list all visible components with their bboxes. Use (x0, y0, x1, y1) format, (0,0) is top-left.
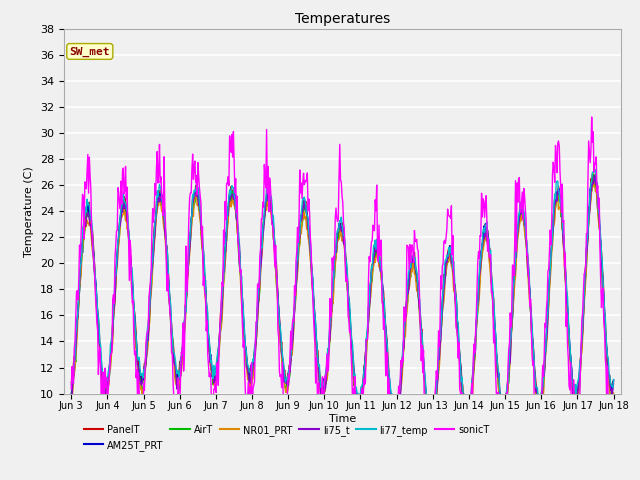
li77_temp (427, 420, 435, 425)
NR01_PRT (67, 400, 75, 406)
sonicT (188, 167, 196, 172)
Line: PanelT: PanelT (71, 174, 614, 425)
NR01_PRT (188, 218, 196, 224)
sonicT (610, 420, 618, 426)
li77_temp (77, 260, 85, 265)
li77_temp (408, 253, 416, 259)
li75_t (610, 378, 618, 384)
li77_temp (217, 322, 225, 327)
li75_t (424, 408, 432, 414)
Line: li75_t: li75_t (71, 175, 614, 431)
li75_t (188, 213, 196, 219)
li75_t (428, 428, 436, 434)
NR01_PRT (133, 354, 141, 360)
PanelT (427, 422, 435, 428)
AirT (589, 171, 597, 177)
li77_temp (424, 404, 432, 409)
li77_temp (188, 212, 196, 217)
AirT (217, 327, 225, 333)
NR01_PRT (429, 433, 436, 439)
AM25T_PRT (133, 348, 141, 354)
AirT (67, 393, 75, 398)
PanelT (188, 211, 196, 216)
Line: NR01_PRT: NR01_PRT (71, 181, 614, 436)
Y-axis label: Temperature (C): Temperature (C) (24, 166, 35, 257)
AirT (188, 214, 196, 219)
AM25T_PRT (424, 412, 432, 418)
sonicT (217, 312, 225, 318)
NR01_PRT (217, 328, 225, 334)
NR01_PRT (408, 269, 416, 275)
PanelT (133, 346, 141, 352)
AM25T_PRT (77, 266, 85, 272)
Line: sonicT: sonicT (71, 117, 614, 469)
PanelT (408, 253, 416, 259)
sonicT (425, 442, 433, 447)
sonicT (424, 467, 432, 472)
sonicT (67, 386, 75, 392)
PanelT (589, 171, 596, 177)
AM25T_PRT (610, 377, 618, 383)
AirT (408, 263, 416, 269)
li77_temp (67, 382, 75, 388)
X-axis label: Time: Time (329, 414, 356, 424)
AM25T_PRT (589, 176, 597, 181)
li77_temp (133, 345, 141, 350)
AirT (77, 263, 85, 269)
NR01_PRT (77, 273, 85, 279)
AM25T_PRT (408, 255, 416, 261)
li75_t (133, 350, 141, 356)
Line: AM25T_PRT: AM25T_PRT (71, 179, 614, 432)
PanelT (67, 380, 75, 385)
PanelT (217, 311, 225, 316)
AM25T_PRT (428, 429, 436, 434)
NR01_PRT (424, 414, 432, 420)
PanelT (77, 259, 85, 264)
AirT (424, 415, 432, 421)
AirT (427, 433, 435, 439)
sonicT (133, 367, 141, 372)
AirT (610, 391, 618, 397)
Legend: PanelT, AM25T_PRT, AirT, NR01_PRT, li75_t, li77_temp, sonicT: PanelT, AM25T_PRT, AirT, NR01_PRT, li75_… (80, 421, 493, 455)
sonicT (588, 114, 596, 120)
NR01_PRT (590, 178, 598, 184)
li75_t (217, 319, 225, 325)
li75_t (591, 172, 598, 178)
AirT (133, 347, 141, 352)
Line: li77_temp: li77_temp (71, 169, 614, 422)
AM25T_PRT (67, 391, 75, 396)
Title: Temperatures: Temperatures (295, 12, 390, 26)
li75_t (77, 256, 85, 262)
PanelT (424, 410, 432, 416)
li77_temp (610, 377, 618, 383)
li77_temp (591, 166, 598, 172)
li75_t (408, 260, 416, 265)
sonicT (408, 242, 416, 248)
sonicT (77, 234, 85, 240)
NR01_PRT (610, 390, 618, 396)
li75_t (67, 393, 75, 399)
AM25T_PRT (217, 320, 225, 326)
Text: SW_met: SW_met (70, 47, 110, 57)
PanelT (610, 381, 618, 387)
Line: AirT: AirT (71, 174, 614, 436)
AM25T_PRT (188, 206, 196, 212)
